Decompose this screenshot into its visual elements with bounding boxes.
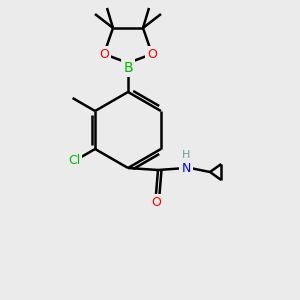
Text: O: O (99, 47, 109, 61)
Text: O: O (151, 196, 161, 208)
Text: H: H (182, 150, 190, 160)
Text: N: N (181, 161, 191, 175)
Text: B: B (123, 61, 133, 75)
Text: O: O (147, 47, 157, 61)
Text: Cl: Cl (68, 154, 80, 167)
